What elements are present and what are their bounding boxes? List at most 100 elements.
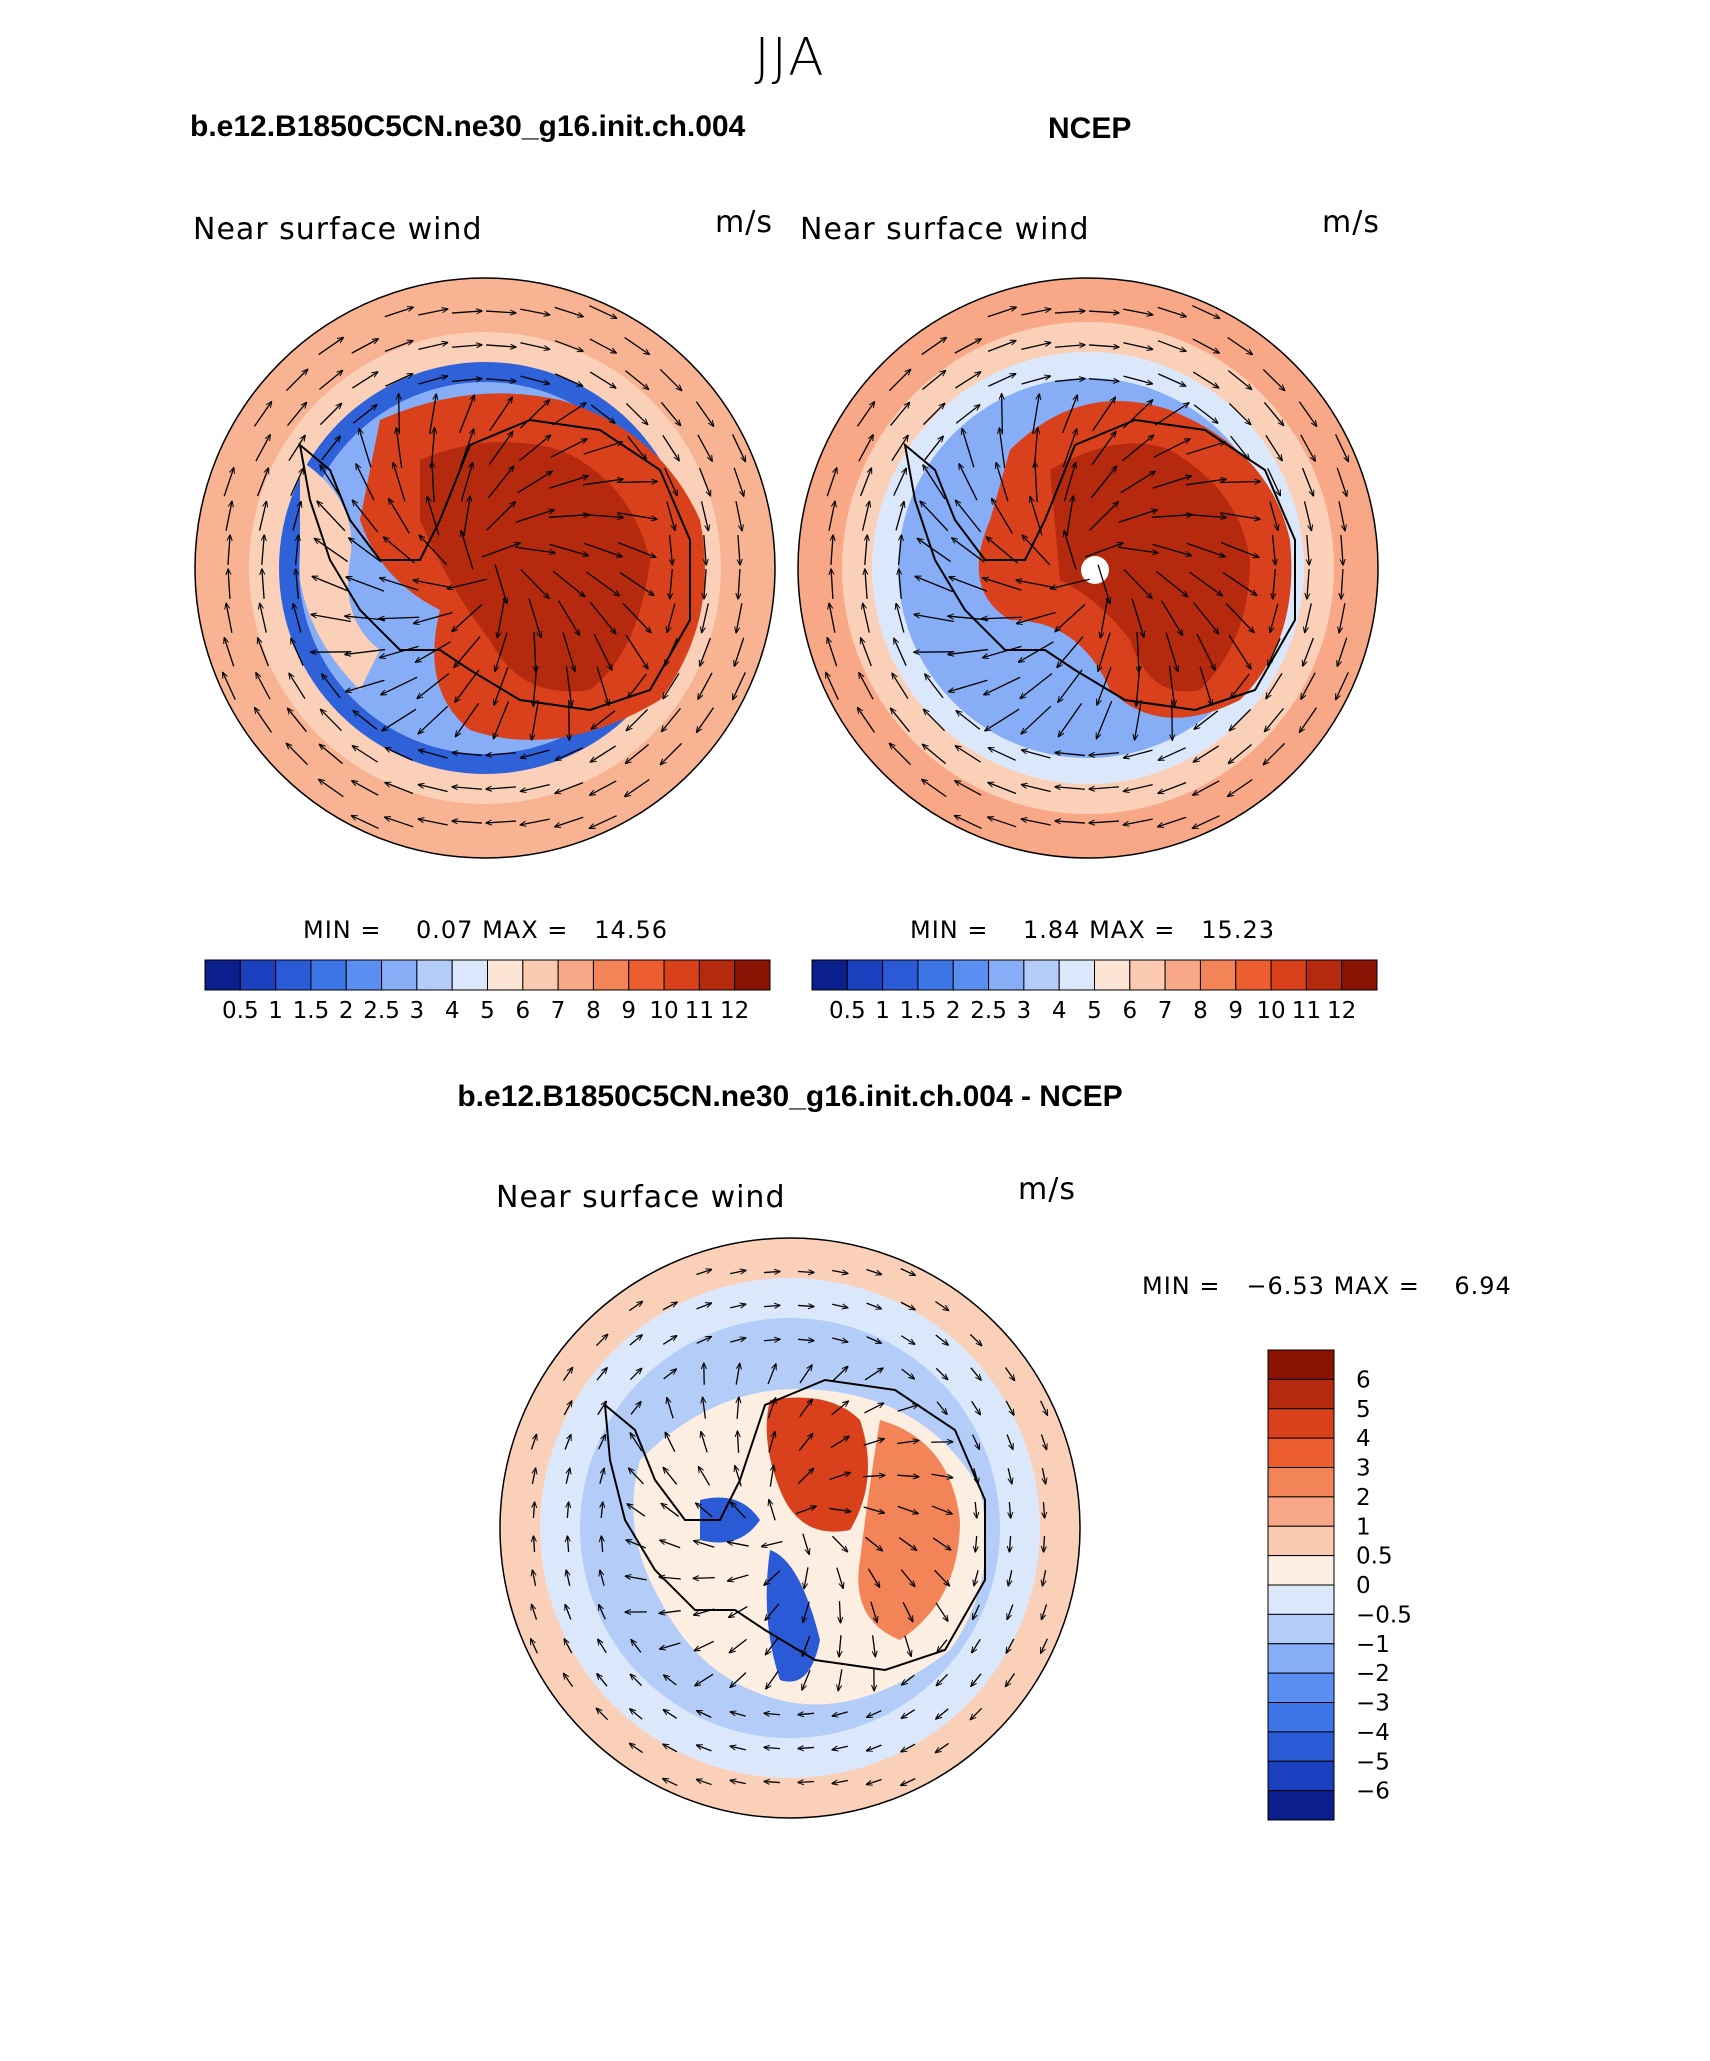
wind-vector-arrow [735, 1466, 742, 1487]
wind-vector-arrow [867, 1710, 882, 1718]
wind-vector-arrow [591, 710, 616, 729]
wind-vector-arrow [1199, 666, 1212, 706]
wind-vector-arrow [557, 600, 580, 636]
wind-vector-arrow [352, 372, 377, 389]
wind-vector-arrow [1305, 603, 1312, 632]
wind-vector-arrow [696, 1269, 711, 1276]
wind-vector-arrow [1227, 336, 1253, 355]
wind-vector-arrow [831, 569, 833, 600]
colorbar-tick-label: 12 [1327, 998, 1356, 1024]
wind-vector-arrow [531, 1639, 538, 1654]
wind-vector-arrow [730, 1338, 745, 1343]
wind-vector-arrow [586, 571, 620, 596]
wind-vector-arrow [494, 666, 509, 705]
wind-vector-arrow [600, 1570, 605, 1586]
wind-vector-arrow [1123, 818, 1153, 825]
wind-vector-arrow [764, 1747, 781, 1748]
wind-vector-arrow [982, 617, 1023, 618]
wind-vector-arrow [1152, 476, 1192, 489]
wind-vector-arrow [352, 405, 377, 424]
wind-vector-arrow [1058, 703, 1083, 736]
wind-vector-arrow [593, 633, 612, 670]
wind-vector-arrow [461, 531, 474, 570]
wind-vector-arrow [900, 1569, 915, 1587]
wind-vector-arrow [664, 1675, 677, 1686]
wind-vector-arrow [599, 1468, 604, 1484]
wind-vector-arrow [858, 708, 876, 733]
wind-vector-arrow [797, 1339, 814, 1340]
wind-vector-arrow [921, 337, 947, 356]
wind-vector-arrow [629, 1301, 642, 1312]
wind-vector-arrow [1303, 501, 1312, 530]
wind-vector-arrow [256, 468, 269, 497]
wind-vector-arrow [970, 1367, 981, 1380]
wind-vector-arrow [664, 468, 678, 495]
colorbar-tick-label: 4 [445, 998, 460, 1024]
wind-vector-arrow [393, 463, 406, 502]
wind-vector-arrow [286, 402, 306, 427]
wind-vector-arrow [520, 569, 549, 598]
wind-vector-arrow [262, 569, 264, 600]
ncep-colorbar: 0.5 1 1.5 2 2.5 3 4 5 6 7 8 9 10 11 12 [811, 959, 1378, 1024]
wind-vector-arrow [419, 535, 448, 566]
continent-wind-max [1050, 443, 1250, 692]
wind-vector-arrow [619, 572, 654, 596]
wind-vector-arrow [891, 708, 910, 733]
wind-vector-arrow [318, 370, 342, 391]
wind-vector-arrow [769, 1500, 776, 1521]
wind-vector-arrow [700, 637, 711, 666]
wind-vector-arrow [1228, 634, 1251, 669]
wind-vector-arrow [382, 708, 417, 731]
wind-vector-arrow [494, 564, 507, 604]
colorbar-swatch [988, 959, 1025, 991]
wind-vector-arrow [629, 1468, 644, 1485]
wind-vector-arrow [520, 375, 550, 384]
wind-vector-arrow [1300, 434, 1315, 461]
wind-vector-arrow [1267, 468, 1281, 495]
model-units-label: m/s [715, 205, 773, 240]
wind-vector-arrow [889, 743, 912, 766]
wind-vector-arrow [661, 1504, 680, 1517]
colorbar-tick-label: 0.5 [1356, 1544, 1393, 1570]
wind-vector-arrow [969, 1333, 981, 1345]
wind-vector-arrow [1301, 467, 1314, 496]
wind-vector-arrow [518, 435, 550, 462]
wind-vector-arrow [549, 476, 589, 489]
wind-vector-arrow [988, 817, 1017, 828]
wind-vector-arrow [1055, 821, 1086, 823]
colorbar-swatch [1267, 1408, 1335, 1439]
wind-vector-arrow [904, 1635, 911, 1657]
wind-vector-arrow [798, 1713, 815, 1714]
colorbar-tick-label: 9 [621, 998, 636, 1024]
wind-vector-arrow [562, 632, 575, 672]
wind-vector-arrow [351, 339, 378, 354]
wind-vector-arrow [1041, 1604, 1048, 1619]
wind-vector-arrow [922, 779, 947, 798]
wind-vector-arrow [795, 1506, 816, 1515]
wind-vector-arrow [322, 674, 341, 699]
wind-vector-arrow [628, 673, 647, 698]
wind-vector-arrow [514, 546, 555, 553]
wind-vector-arrow [452, 379, 482, 382]
min-value: 0.07 [416, 916, 474, 944]
wind-vector-arrow [696, 1779, 712, 1786]
colorbar-swatch [1267, 1731, 1335, 1762]
wind-vector-arrow [385, 748, 413, 761]
wind-vector-arrow [493, 700, 510, 739]
wind-vector-arrow [555, 747, 583, 760]
wind-vector-arrow [802, 1669, 811, 1690]
colorbar-swatch [557, 959, 594, 991]
wind-vector-arrow [1055, 753, 1085, 756]
colorbar-swatch [1058, 959, 1095, 991]
wind-vector-arrow [532, 699, 540, 740]
wind-vector-arrow [551, 403, 586, 426]
wind-vector-arrow [418, 705, 449, 734]
wind-vector-arrow [1228, 403, 1250, 424]
wind-vector-arrow [1185, 479, 1226, 486]
wind-vector-arrow [1030, 497, 1043, 536]
colorbar-swatch [1094, 959, 1131, 991]
wind-vector-arrow [866, 1268, 881, 1275]
wind-vector-arrow [798, 1781, 815, 1782]
wind-vector-arrow [352, 500, 379, 533]
ncep-units-label: m/s [1322, 205, 1380, 240]
